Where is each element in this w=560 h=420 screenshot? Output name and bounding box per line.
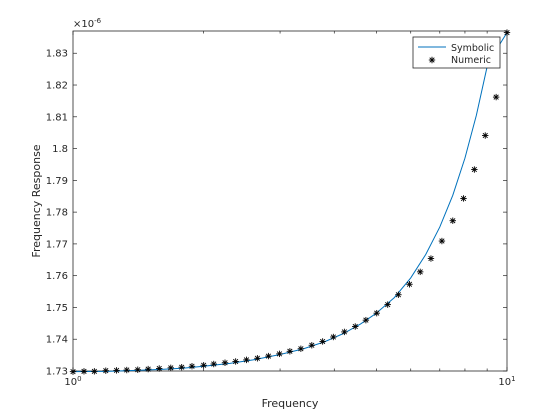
- data-point-numeric: [330, 333, 337, 341]
- data-point-numeric: [417, 268, 424, 276]
- data-point-numeric: [243, 356, 250, 364]
- data-point-numeric: [384, 301, 391, 308]
- data-point-numeric: [188, 363, 196, 370]
- data-point-numeric: [438, 237, 446, 245]
- data-point-numeric: [265, 352, 272, 360]
- data-point-numeric: [297, 345, 305, 352]
- data-point-numeric: [460, 195, 467, 202]
- y-tick-label: 1.73: [46, 367, 68, 378]
- y-tick-label: 1.8: [52, 144, 68, 155]
- x-axis-label: Frequency: [262, 397, 319, 410]
- data-point-numeric: [254, 355, 261, 362]
- data-point-numeric: [503, 29, 511, 36]
- legend-entry-symbolic: Symbolic: [451, 43, 494, 54]
- data-point-numeric: [178, 363, 185, 371]
- legend-marker-swatch: [428, 56, 436, 64]
- data-point-numeric: [276, 350, 283, 358]
- tick-labels: 1.73 1.74 1.75 1.76 1.77 1.78 1.79 1.8 1.81 1.82 1…: [46, 49, 516, 388]
- data-point-numeric: [221, 359, 229, 366]
- data-point-numeric: [286, 348, 294, 355]
- y-tick-label: 1.78: [46, 208, 68, 219]
- data-point-numeric: [482, 132, 489, 139]
- data-point-numeric: [144, 365, 152, 373]
- x-tick-label: 100: [64, 375, 81, 388]
- data-point-numeric: [156, 365, 163, 372]
- x-tick-label: 101: [498, 375, 515, 388]
- data-point-numeric: [200, 362, 207, 369]
- legend: Symbolic Numeric: [412, 36, 501, 69]
- data-point-numeric: [395, 291, 402, 298]
- data-point-numeric: [113, 367, 120, 374]
- y-tick-label: 1.74: [46, 335, 68, 346]
- data-point-numeric: [449, 217, 456, 224]
- data-point-numeric: [123, 366, 130, 374]
- legend-entry-numeric: Numeric: [451, 55, 491, 66]
- data-point-numeric: [341, 328, 348, 336]
- y-tick-label: 1.75: [46, 303, 68, 314]
- data-point-numeric: [308, 342, 315, 349]
- data-point-numeric: [69, 368, 77, 375]
- y-tick-label: 1.76: [46, 271, 68, 282]
- data-point-numeric: [362, 316, 370, 324]
- data-point-numeric: [319, 338, 326, 345]
- y-tick-label: 1.81: [46, 112, 68, 123]
- y-axis-label: Frequency Response: [30, 144, 43, 257]
- data-point-numeric: [471, 166, 478, 173]
- y-axis-multiplier: ×10-6: [73, 17, 102, 30]
- y-tick-label: 1.83: [46, 49, 68, 60]
- data-point-numeric: [167, 364, 174, 372]
- data-point-numeric: [373, 309, 380, 317]
- plot-area: [73, 31, 507, 371]
- tick-marks: [72, 31, 508, 372]
- data-point-numeric: [134, 366, 141, 373]
- series-layer: [69, 29, 511, 375]
- data-point-numeric: [427, 255, 435, 262]
- data-point-numeric: [406, 281, 413, 288]
- y-tick-label: 1.82: [46, 81, 68, 92]
- legend-star-marker: [428, 56, 436, 64]
- data-point-numeric: [232, 358, 239, 365]
- data-point-numeric: [352, 323, 359, 330]
- axes-frame: [72, 30, 508, 372]
- data-point-numeric: [102, 367, 109, 374]
- data-point-numeric: [492, 93, 500, 101]
- axes-box: [72, 30, 508, 372]
- data-point-numeric: [210, 360, 217, 368]
- data-point-numeric: [91, 368, 98, 375]
- legend-box: [412, 36, 501, 69]
- data-point-numeric: [80, 368, 88, 375]
- y-tick-label: 1.79: [46, 176, 68, 187]
- y-tick-label: 1.77: [46, 239, 68, 250]
